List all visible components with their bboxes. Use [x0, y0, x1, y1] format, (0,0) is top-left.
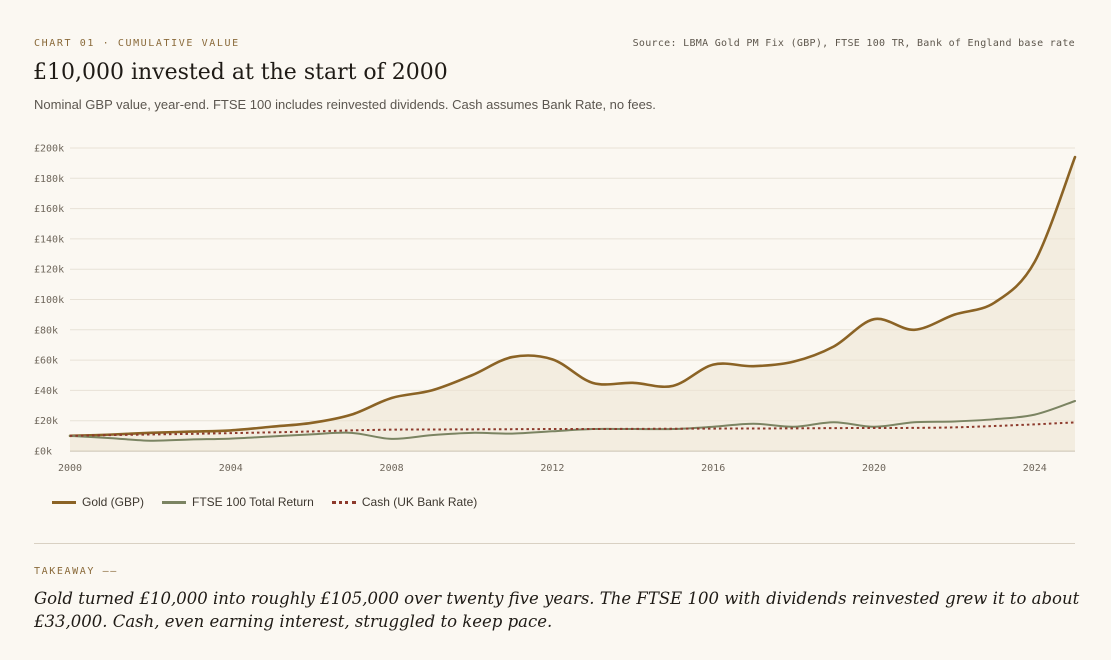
x-tick-label: 2012: [540, 463, 564, 474]
x-tick-label: 2016: [701, 463, 725, 474]
y-tick-label: £140k: [34, 234, 64, 245]
series-line-2: [69, 421, 1076, 437]
legend-label-gold: Gold (GBP): [82, 495, 145, 509]
series-lines: [68, 155, 1077, 442]
legend-swatch-gold: [52, 500, 76, 504]
legend-item-gold: Gold (GBP): [52, 495, 144, 509]
series-area-0: [70, 157, 1075, 451]
x-tick-label: 2008: [380, 463, 404, 474]
chart-legend: Gold (GBP) FTSE 100 Total Return Cash (U…: [52, 495, 477, 509]
legend-swatch-cash: [331, 500, 356, 504]
line-chart: £0k £20k £40k £60k £80k £100k £120k £140k £160k £…: [34, 144, 1077, 475]
y-tick-label: £160k: [34, 204, 64, 215]
legend-item-cash: Cash (UK Bank Rate): [331, 495, 478, 509]
section-divider: [34, 543, 1075, 544]
legend-item-ftse: FTSE 100 Total Return: [162, 495, 314, 509]
y-tick-label: £40k: [34, 386, 58, 397]
y-tick-label: £120k: [34, 265, 64, 276]
chart-title: £10,000 invested at the start of 2000: [33, 60, 448, 85]
takeaway-text: Gold turned £10,000 into roughly £105,00…: [34, 589, 1080, 631]
legend-label-ftse: FTSE 100 Total Return: [192, 495, 314, 509]
source-note: Source: LBMA Gold PM Fix (GBP), FTSE 100…: [632, 38, 1075, 49]
x-tick-label: 2004: [219, 463, 243, 474]
legend-label-cash: Cash (UK Bank Rate): [361, 495, 478, 509]
y-tick-label: £80k: [34, 325, 58, 336]
y-tick-label: £100k: [34, 295, 64, 306]
x-tick-label: 2000: [58, 463, 82, 474]
legend-swatch-ftse: [162, 500, 187, 504]
y-tick-label: £0k: [34, 447, 52, 458]
y-tick-label: £200k: [34, 144, 64, 155]
x-tick-label: 2024: [1023, 463, 1047, 474]
takeaway-label: TAKEAWAY ——: [34, 566, 118, 577]
axis-labels: £0k £20k £40k £60k £80k £100k £120k £140k £160k £…: [34, 144, 1047, 475]
series-line-0: [68, 155, 1077, 438]
gold-area-fill: [70, 157, 1075, 451]
y-tick-label: £20k: [34, 416, 58, 427]
x-tick-label: 2020: [862, 463, 886, 474]
y-tick-label: £60k: [34, 356, 58, 367]
chart-subtitle: Nominal GBP value, year-end. FTSE 100 in…: [34, 97, 656, 112]
chart-kicker: CHART 01 · CUMULATIVE VALUE: [34, 38, 240, 49]
y-tick-label: £180k: [34, 174, 64, 185]
